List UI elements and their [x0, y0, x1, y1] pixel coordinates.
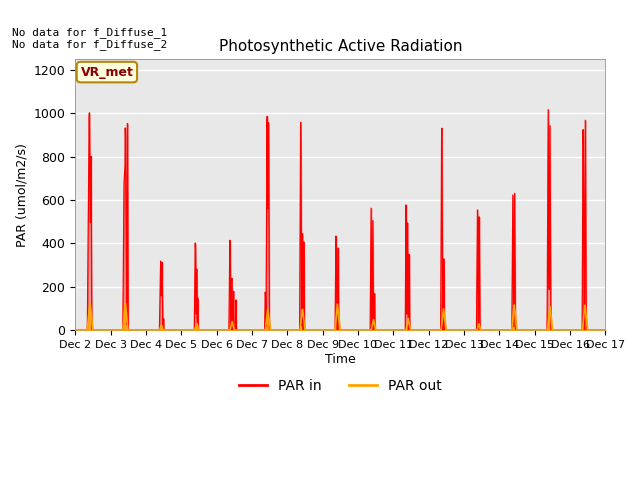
Text: VR_met: VR_met	[81, 66, 133, 79]
Title: Photosynthetic Active Radiation: Photosynthetic Active Radiation	[218, 39, 462, 54]
Legend: PAR in, PAR out: PAR in, PAR out	[233, 374, 447, 399]
Text: No data for f_Diffuse_1
No data for f_Diffuse_2: No data for f_Diffuse_1 No data for f_Di…	[12, 27, 167, 50]
Y-axis label: PAR (umol/m2/s): PAR (umol/m2/s)	[15, 143, 28, 247]
X-axis label: Time: Time	[325, 352, 356, 366]
